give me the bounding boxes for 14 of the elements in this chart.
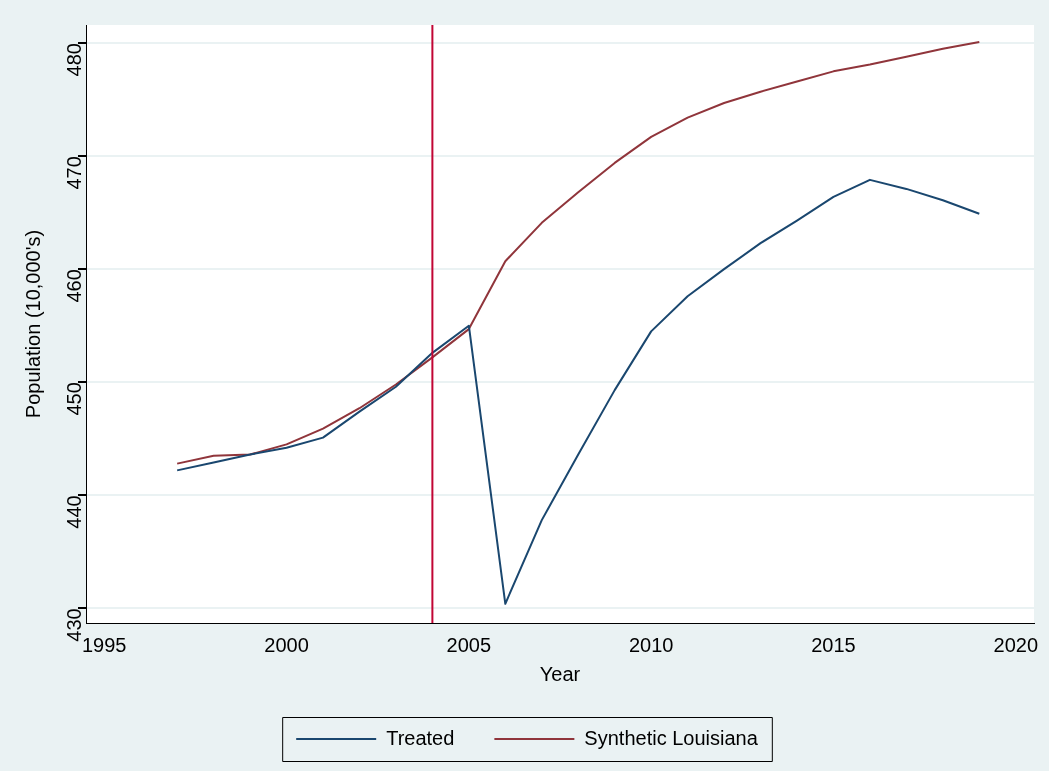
y-axis-title: Population (10,000's)	[21, 229, 44, 419]
y-tick-label: 450	[62, 382, 85, 416]
y-tick-label: 440	[62, 495, 85, 529]
x-tick-label: 2020	[993, 633, 1039, 656]
y-tick-label: 470	[62, 156, 85, 190]
x-tick-label: 2010	[628, 633, 674, 656]
x-tick-label: 2005	[446, 633, 492, 656]
legend-label: Treated	[386, 726, 455, 749]
x-tick-label: 2000	[264, 633, 309, 656]
x-tick-label: 2015	[811, 633, 856, 656]
x-axis-title: Year	[539, 662, 581, 685]
y-tick-label: 480	[62, 43, 85, 77]
legend-label: Synthetic Louisiana	[584, 726, 759, 749]
y-tick-label: 460	[62, 269, 85, 303]
